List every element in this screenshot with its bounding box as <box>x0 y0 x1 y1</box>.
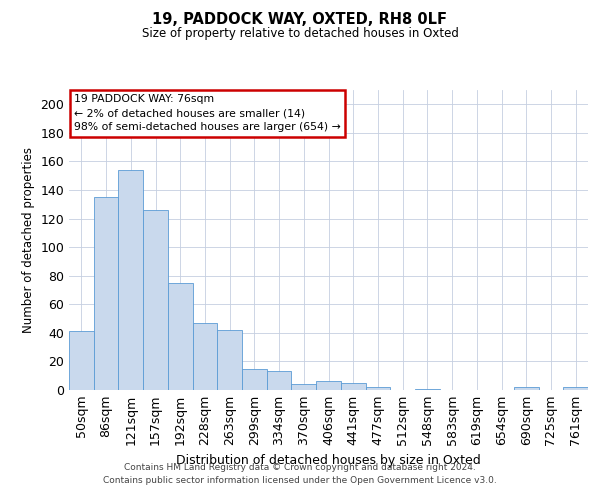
Bar <box>168 283 193 390</box>
Bar <box>143 210 168 390</box>
Y-axis label: Number of detached properties: Number of detached properties <box>22 147 35 333</box>
Text: Contains HM Land Registry data © Crown copyright and database right 2024.: Contains HM Land Registry data © Crown c… <box>124 464 476 472</box>
Bar <box>563 387 588 390</box>
Bar <box>514 387 539 390</box>
Bar <box>193 323 217 390</box>
Bar <box>118 170 143 390</box>
Bar <box>242 368 267 390</box>
Bar <box>415 388 440 390</box>
Bar <box>217 330 242 390</box>
X-axis label: Distribution of detached houses by size in Oxted: Distribution of detached houses by size … <box>176 454 481 466</box>
Bar <box>341 383 365 390</box>
Bar <box>69 332 94 390</box>
Bar <box>316 382 341 390</box>
Bar <box>94 197 118 390</box>
Text: Contains public sector information licensed under the Open Government Licence v3: Contains public sector information licen… <box>103 476 497 485</box>
Bar <box>267 372 292 390</box>
Text: 19, PADDOCK WAY, OXTED, RH8 0LF: 19, PADDOCK WAY, OXTED, RH8 0LF <box>152 12 448 28</box>
Bar <box>365 387 390 390</box>
Text: Size of property relative to detached houses in Oxted: Size of property relative to detached ho… <box>142 28 458 40</box>
Text: 19 PADDOCK WAY: 76sqm
← 2% of detached houses are smaller (14)
98% of semi-detac: 19 PADDOCK WAY: 76sqm ← 2% of detached h… <box>74 94 341 132</box>
Bar <box>292 384 316 390</box>
